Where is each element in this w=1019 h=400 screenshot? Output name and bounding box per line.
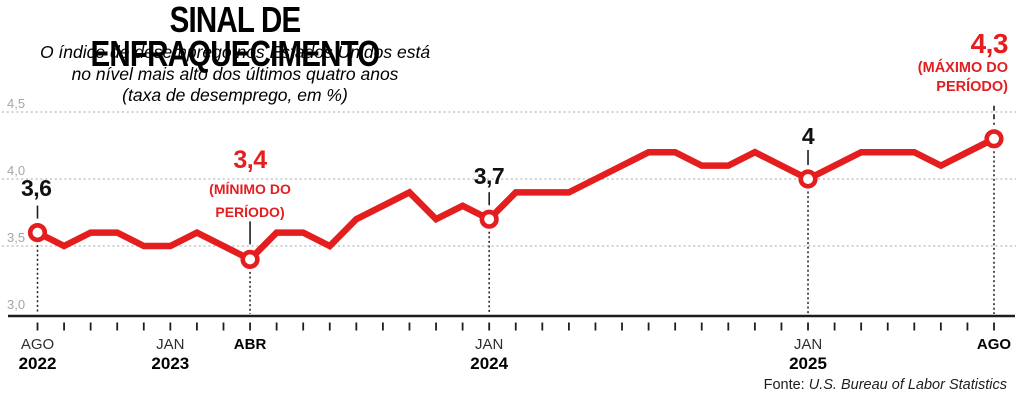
annotation-start-value: 3,6 — [21, 175, 52, 202]
annotation-value: 3,4 — [233, 146, 267, 174]
annotation-period-maximum: 4,3 (MÁXIMO DO PERÍODO) — [917, 28, 1009, 97]
annotation-value: 4 — [801, 123, 815, 149]
subtitle-line-2: no nível mais alto dos últimos quatro an… — [71, 63, 399, 84]
annotation-jan-2024-value: 3,7 — [449, 163, 529, 190]
annotation-note-line-1: (MÁXIMO DO — [917, 60, 1008, 76]
data-point-marker — [479, 209, 499, 229]
source-prefix: Fonte: — [763, 377, 805, 393]
x-axis-month-label: JAN — [156, 336, 185, 353]
page-title: SINAL DE ENFRAQUECIMENTO — [90, 0, 381, 74]
annotation-period-minimum: 3,4 (MÍNIMO DO PERÍODO) — [170, 146, 330, 221]
x-axis-month-label: JAN — [475, 336, 504, 353]
x-axis-month-label: AGO — [20, 336, 55, 353]
subtitle-line-3: (taxa de desemprego, em %) — [122, 85, 348, 105]
annotation-jan-2025-value: 4 — [768, 123, 848, 150]
x-axis-month-label: AGO — [976, 336, 1012, 353]
annotation-note-line-2: PERÍODO) — [936, 79, 1008, 95]
annotation-value: 3,6 — [21, 175, 52, 201]
chart-subtitle: O índice de desemprego nos Estados Unido… — [0, 42, 470, 107]
y-axis-label: 4,0 — [7, 163, 26, 178]
y-axis-label: 4,5 — [7, 96, 26, 111]
annotation-note-line-1: (MÍNIMO DO — [209, 181, 291, 197]
x-axis-year-label: 2022 — [18, 354, 57, 373]
x-axis-year-label: 2025 — [789, 354, 827, 373]
annotation-value: 4,3 — [970, 28, 1009, 59]
subtitle-line-1: O índice de desemprego nos Estados Unido… — [39, 42, 431, 62]
trend-line — [36, 135, 996, 264]
y-axis-label: 3,5 — [7, 230, 26, 245]
data-point-marker — [798, 169, 818, 189]
x-axis-month-label: JAN — [793, 336, 823, 353]
data-point-marker — [27, 223, 48, 243]
annotation-note-line-2: PERÍODO) — [215, 204, 285, 220]
y-axis-label: 3,0 — [7, 297, 26, 312]
x-axis-year-label: 2023 — [151, 354, 190, 373]
source-credit: Fonte: U.S. Bureau of Labor Statistics — [764, 377, 1007, 393]
data-point-marker — [240, 249, 260, 269]
data-point-marker — [984, 129, 1004, 149]
x-axis-year-label: 2024 — [470, 354, 509, 373]
annotation-value: 3,7 — [473, 163, 505, 189]
x-axis-month-label: ABR — [233, 336, 267, 353]
source-name: U.S. Bureau of Labor Statistics — [808, 377, 1007, 393]
